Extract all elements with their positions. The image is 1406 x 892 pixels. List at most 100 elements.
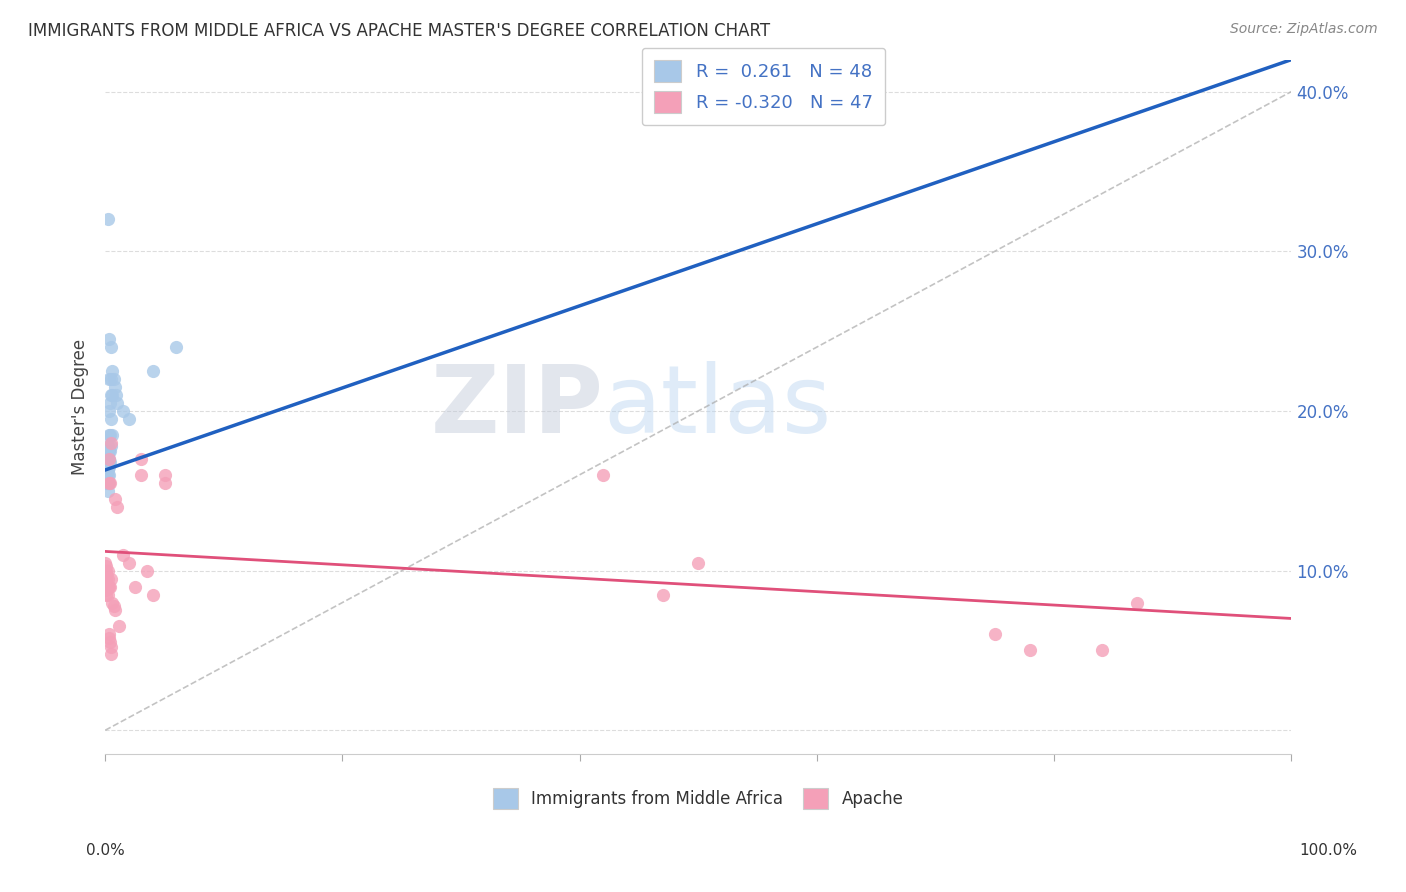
Point [105, 500, 128, 514]
Point [96, 572, 118, 586]
Point [97, 475, 120, 490]
Point [101, 364, 124, 378]
Point [111, 404, 134, 418]
Point [96, 475, 118, 490]
Point [104, 380, 127, 394]
Point [1126, 595, 1149, 609]
Point [100, 439, 122, 453]
Point [108, 619, 131, 633]
Point [98, 443, 121, 458]
Point [100, 572, 122, 586]
Point [97, 459, 120, 474]
Point [142, 588, 165, 602]
Point [101, 388, 124, 402]
Text: IMMIGRANTS FROM MIDDLE AFRICA VS APACHE MASTER'S DEGREE CORRELATION CHART: IMMIGRANTS FROM MIDDLE AFRICA VS APACHE … [28, 22, 770, 40]
Point [97, 451, 120, 466]
Point [98, 580, 121, 594]
Point [96, 580, 118, 594]
Point [97, 475, 120, 490]
Point [97, 572, 120, 586]
Point [96, 443, 118, 458]
Point [124, 580, 146, 594]
Point [97, 580, 120, 594]
Point [142, 364, 165, 378]
Text: ZIP: ZIP [430, 361, 603, 453]
Point [100, 340, 122, 354]
Point [101, 427, 124, 442]
Point [97, 439, 120, 453]
Point [98, 396, 121, 410]
Point [97, 475, 120, 490]
Point [96, 467, 118, 482]
Point [1091, 643, 1114, 657]
Point [1019, 643, 1042, 657]
Point [97, 457, 120, 471]
Point [165, 340, 187, 354]
Point [97, 332, 120, 346]
Point [96, 451, 118, 466]
Point [984, 627, 1007, 641]
Point [153, 467, 176, 482]
Point [135, 564, 157, 578]
Point [97, 447, 120, 461]
Point [100, 372, 122, 386]
Point [592, 467, 614, 482]
Point [100, 412, 122, 426]
Point [111, 548, 134, 562]
Text: atlas: atlas [603, 361, 832, 453]
Point [97, 631, 120, 645]
Point [94, 556, 117, 570]
Point [98, 427, 121, 442]
Point [98, 455, 121, 469]
Point [688, 556, 710, 570]
Legend: Immigrants from Middle Africa, Apache: Immigrants from Middle Africa, Apache [486, 781, 910, 815]
Point [97, 564, 120, 578]
Point [96, 558, 118, 573]
Point [97, 451, 120, 466]
Point [651, 588, 673, 602]
Point [96, 588, 118, 602]
Text: 100.0%: 100.0% [1299, 843, 1358, 858]
Point [97, 467, 120, 482]
Point [97, 580, 120, 594]
Point [96, 459, 118, 474]
Point [97, 455, 120, 469]
Point [96, 463, 118, 477]
Point [153, 475, 176, 490]
Point [97, 467, 120, 482]
Y-axis label: Master's Degree: Master's Degree [72, 339, 89, 475]
Point [97, 372, 120, 386]
Point [96, 455, 118, 469]
Point [101, 595, 124, 609]
Point [97, 451, 120, 466]
Point [103, 599, 125, 613]
Point [129, 451, 152, 466]
Point [96, 582, 118, 597]
Point [104, 388, 127, 402]
Point [97, 627, 120, 641]
Point [104, 603, 127, 617]
Point [97, 427, 120, 442]
Point [94, 443, 117, 458]
Text: 0.0%: 0.0% [86, 843, 125, 858]
Point [96, 471, 118, 485]
Point [97, 212, 120, 227]
Point [104, 491, 127, 506]
Point [97, 463, 120, 477]
Point [97, 443, 120, 458]
Point [97, 483, 120, 498]
Point [96, 564, 118, 578]
Point [98, 475, 121, 490]
Point [96, 576, 118, 591]
Point [97, 404, 120, 418]
Point [100, 435, 122, 450]
Point [129, 467, 152, 482]
Point [118, 412, 141, 426]
Point [100, 640, 122, 655]
Point [118, 556, 141, 570]
Point [98, 635, 121, 649]
Point [96, 566, 118, 581]
Point [105, 396, 128, 410]
Point [97, 588, 120, 602]
Point [100, 388, 122, 402]
